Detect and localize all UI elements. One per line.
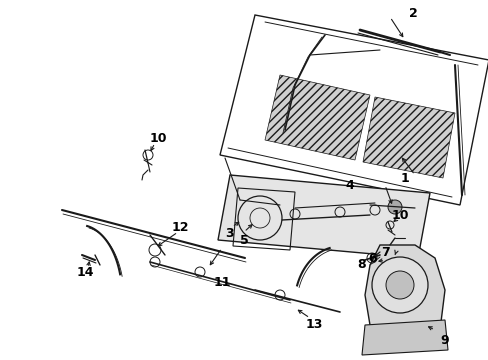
Text: 4: 4 bbox=[345, 179, 354, 192]
Polygon shape bbox=[264, 75, 369, 160]
Polygon shape bbox=[362, 97, 454, 178]
Text: 1: 1 bbox=[400, 171, 408, 185]
Text: 13: 13 bbox=[305, 318, 322, 330]
Text: 12: 12 bbox=[171, 220, 188, 234]
Text: 8: 8 bbox=[357, 258, 366, 271]
Polygon shape bbox=[361, 320, 447, 355]
Text: 14: 14 bbox=[76, 266, 94, 279]
Text: 10: 10 bbox=[390, 208, 408, 221]
Text: 2: 2 bbox=[408, 6, 417, 19]
Text: 3: 3 bbox=[225, 226, 234, 239]
Circle shape bbox=[387, 200, 401, 214]
Text: 7: 7 bbox=[380, 246, 388, 258]
Polygon shape bbox=[364, 245, 444, 345]
Text: 5: 5 bbox=[239, 234, 248, 247]
Text: 11: 11 bbox=[213, 275, 230, 288]
Polygon shape bbox=[218, 175, 429, 258]
Text: 6: 6 bbox=[368, 252, 377, 265]
Text: 9: 9 bbox=[440, 333, 448, 346]
Circle shape bbox=[385, 271, 413, 299]
Text: 10: 10 bbox=[149, 131, 166, 144]
Circle shape bbox=[371, 257, 427, 313]
